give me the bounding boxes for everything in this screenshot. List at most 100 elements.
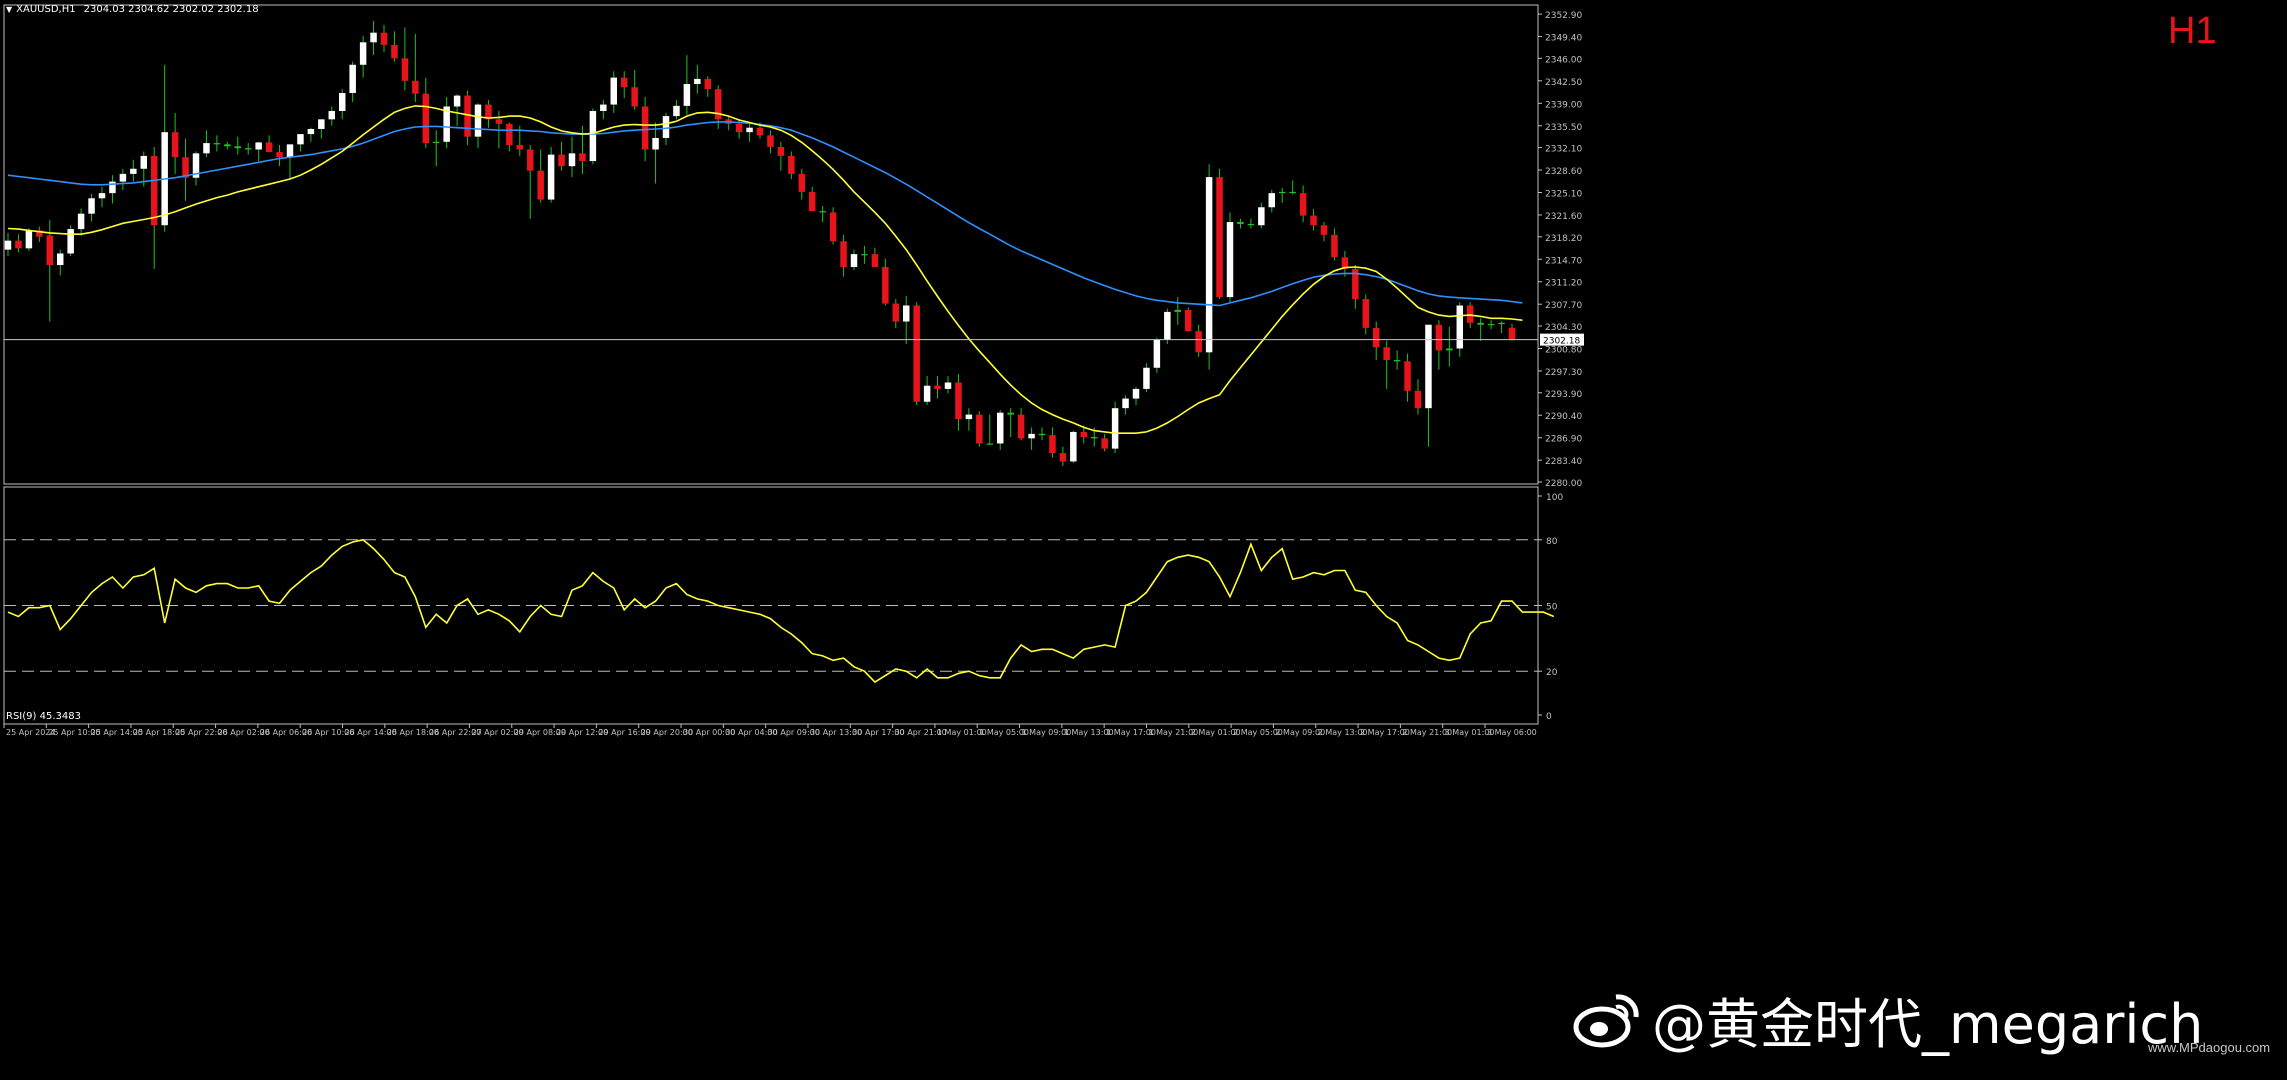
- time-axis-label: 2 May 13:00: [1318, 728, 1368, 737]
- candle: [1383, 340, 1390, 389]
- candle-body: [67, 229, 74, 254]
- candle-body: [1184, 309, 1192, 332]
- time-axis-label: 1 May 01:00: [937, 728, 987, 737]
- candle-body: [1101, 438, 1108, 449]
- candle-body: [704, 78, 712, 90]
- candle-body: [850, 254, 858, 267]
- candle-body: [902, 305, 910, 322]
- candle: [610, 71, 618, 113]
- candle: [923, 376, 931, 405]
- rsi-axis-label: 80: [1546, 537, 1558, 547]
- time-axis-label: 26 Apr 22:00: [429, 728, 481, 737]
- candle-body: [923, 385, 931, 402]
- price-axis-label: 2339.00: [1545, 100, 1582, 110]
- candle-body: [1174, 309, 1182, 312]
- candle-body: [1414, 390, 1422, 409]
- candle-body: [600, 104, 607, 111]
- candle: [1038, 427, 1046, 441]
- candle: [161, 64, 168, 232]
- candle: [464, 90, 471, 146]
- candle-body: [714, 89, 722, 120]
- time-axis-label: 2 May 05:00: [1233, 728, 1283, 737]
- candle-body: [401, 58, 409, 81]
- candle-body: [558, 154, 565, 167]
- candle: [1111, 401, 1119, 454]
- time-axis-label: 30 Apr 17:00: [852, 728, 904, 737]
- candle: [526, 145, 534, 219]
- candle-body: [1456, 305, 1464, 349]
- price-axis-label: 2321.60: [1545, 212, 1582, 222]
- candle: [1247, 218, 1255, 229]
- candle: [4, 232, 12, 257]
- time-axis-label: 2 May 01:00: [1191, 728, 1241, 737]
- dropdown-triangle-icon[interactable]: ▼: [6, 5, 13, 14]
- candle-body: [996, 412, 1004, 444]
- candle-body: [318, 119, 325, 129]
- candle: [1122, 395, 1129, 415]
- candle-body: [767, 135, 774, 147]
- candle: [474, 103, 482, 149]
- candle: [913, 302, 920, 405]
- candle: [788, 151, 795, 180]
- time-axis-label: 2 May 17:00: [1360, 728, 1410, 737]
- candle: [265, 135, 273, 153]
- candle-body: [756, 127, 764, 136]
- candle: [244, 143, 252, 155]
- rsi-axis-label: 20: [1546, 668, 1558, 678]
- candle-body: [1446, 348, 1453, 351]
- ohlc-values: 2304.03 2304.62 2302.02 2302.18: [83, 4, 259, 15]
- time-axis-label: 25 Apr 10:00: [48, 728, 100, 737]
- candle-body: [4, 240, 12, 250]
- candle-body: [307, 128, 315, 135]
- candle-body: [1038, 433, 1046, 436]
- candle: [589, 108, 597, 165]
- candle-body: [861, 254, 868, 256]
- candle-body: [1070, 431, 1077, 462]
- candle: [1352, 265, 1359, 309]
- candle: [130, 159, 137, 182]
- price-axis-label: 2342.50: [1545, 78, 1582, 88]
- candle-body: [673, 105, 680, 117]
- candle-body: [36, 230, 43, 237]
- candle: [255, 141, 262, 162]
- candle: [1320, 222, 1328, 242]
- candle: [955, 374, 962, 431]
- ma-slow-line: [7, 121, 1523, 307]
- candle-body: [1059, 453, 1067, 462]
- time-axis-label: 25 Apr 18:00: [133, 728, 185, 737]
- symbol-header: ▼ XAUUSD,H1 2304.03 2304.62 2302.02 2302…: [6, 4, 259, 15]
- candle-body: [1205, 177, 1213, 353]
- candle: [443, 96, 450, 149]
- candle: [568, 136, 576, 178]
- watermark-text: @黄金时代_megarich: [1652, 993, 2204, 1056]
- rsi-panel[interactable]: [3, 486, 1555, 725]
- candle-body: [182, 157, 189, 178]
- candle: [704, 76, 712, 97]
- time-axis-label: 30 Apr 13:00: [810, 728, 862, 737]
- rsi-axis-label: 100: [1546, 493, 1563, 503]
- candle: [1268, 189, 1276, 213]
- candle-body: [579, 153, 586, 162]
- candle: [391, 31, 398, 62]
- candle: [338, 89, 346, 120]
- price-panel[interactable]: [3, 4, 1539, 485]
- candle: [401, 27, 409, 91]
- candle: [1487, 320, 1495, 330]
- candle-body: [1226, 222, 1234, 298]
- time-axis-label: 3 May 01:00: [1445, 728, 1495, 737]
- rsi-line: [7, 538, 1555, 684]
- rsi-header: RSI(9) 45.3483: [6, 711, 81, 722]
- candle: [934, 376, 941, 399]
- candle-body: [370, 32, 377, 43]
- candle: [36, 226, 43, 242]
- time-axis-label: 26 Apr 18:00: [387, 728, 439, 737]
- price-axis-label: 2318.20: [1545, 234, 1582, 244]
- price-axis-label: 2286.90: [1545, 435, 1582, 445]
- candle: [307, 127, 315, 142]
- price-axis-label: 2283.40: [1545, 457, 1582, 467]
- candle: [976, 411, 983, 447]
- candle-body: [485, 104, 492, 120]
- candle-body: [955, 382, 962, 420]
- candle-body: [349, 64, 356, 94]
